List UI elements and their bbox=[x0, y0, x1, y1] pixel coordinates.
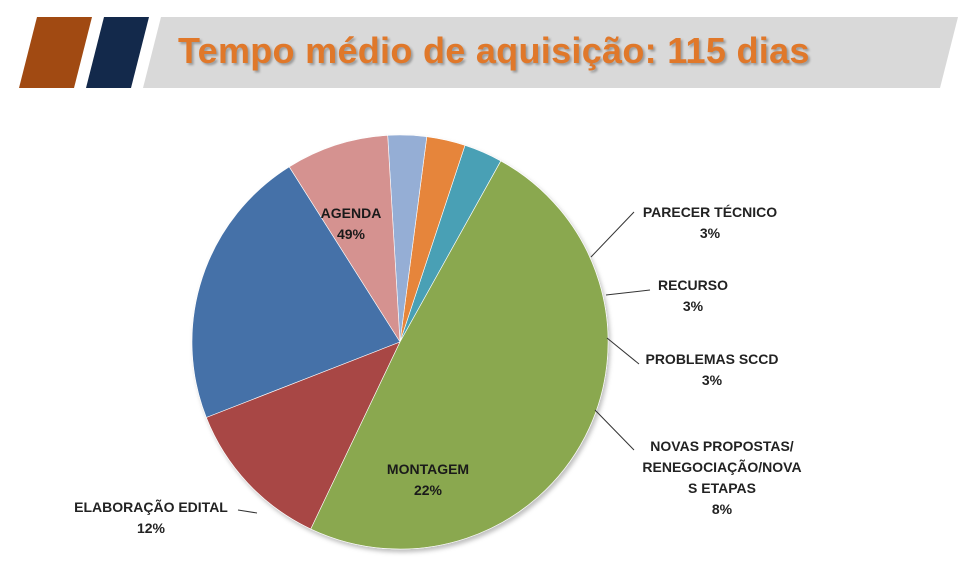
slice-value-label: 3% bbox=[702, 372, 723, 388]
slice-name-label: PARECER TÉCNICO bbox=[643, 204, 777, 220]
navy-accent-block bbox=[86, 17, 149, 88]
slice-name-label: MONTAGEM bbox=[387, 461, 469, 477]
slice-value-label: 3% bbox=[700, 225, 721, 241]
slice-value-label: 12% bbox=[137, 520, 166, 536]
header-banner bbox=[19, 17, 958, 88]
leader-line bbox=[590, 211, 635, 258]
pie-slice-novas-propostas-renegociação-novas-etapas bbox=[288, 135, 401, 343]
title-banner bbox=[143, 17, 958, 88]
slice-name-label: S ETAPAS bbox=[688, 480, 756, 496]
slice-name-label: NOVAS PROPOSTAS/ bbox=[650, 438, 794, 454]
slice-label: PARECER TÉCNICO 3% bbox=[643, 204, 777, 241]
slice-labels: PARECER TÉCNICO 3%RECURSO 3%PROBLEMAS SCCD… bbox=[74, 204, 801, 536]
page-title: Tempo médio de aquisição: 115 dias bbox=[178, 30, 810, 71]
pie-slice-agenda bbox=[310, 160, 609, 550]
slice-label: ELABORAÇÃO EDITAL 12% bbox=[74, 498, 228, 536]
slice-label: NOVAS PROPOSTAS/RENEGOCIAÇÃO/NOVA S ETAPA… bbox=[642, 438, 801, 517]
slice-name-label: AGENDA bbox=[321, 205, 382, 221]
slice-value-label: 49% bbox=[337, 226, 366, 242]
slice-label: AGENDA 49% bbox=[321, 205, 382, 242]
pie-slices bbox=[191, 134, 609, 550]
slice-value-label: 3% bbox=[683, 298, 704, 314]
leader-line bbox=[606, 337, 640, 365]
leader-line bbox=[237, 509, 258, 514]
slice-value-label: 8% bbox=[712, 501, 733, 517]
leader-line bbox=[594, 409, 635, 451]
leader-lines bbox=[237, 211, 651, 514]
slice-name-label: PROBLEMAS SCCD bbox=[645, 351, 778, 367]
pie-slice-elaboração-edital bbox=[205, 341, 401, 530]
slice-name-label: RECURSO bbox=[658, 277, 728, 293]
slice-value-label: 22% bbox=[414, 482, 443, 498]
slice-name-label: ELABORAÇÃO EDITAL bbox=[74, 498, 228, 515]
leader-line bbox=[605, 289, 651, 296]
slice-label: RECURSO 3% bbox=[658, 277, 728, 314]
slice-label: PROBLEMAS SCCD 3% bbox=[645, 351, 778, 388]
slice-label: MONTAGEM 22% bbox=[387, 461, 469, 498]
orange-accent-block bbox=[19, 17, 92, 88]
pie-slice-montagem bbox=[191, 166, 401, 418]
slice-name-label: RENEGOCIAÇÃO/NOVA bbox=[642, 458, 801, 475]
